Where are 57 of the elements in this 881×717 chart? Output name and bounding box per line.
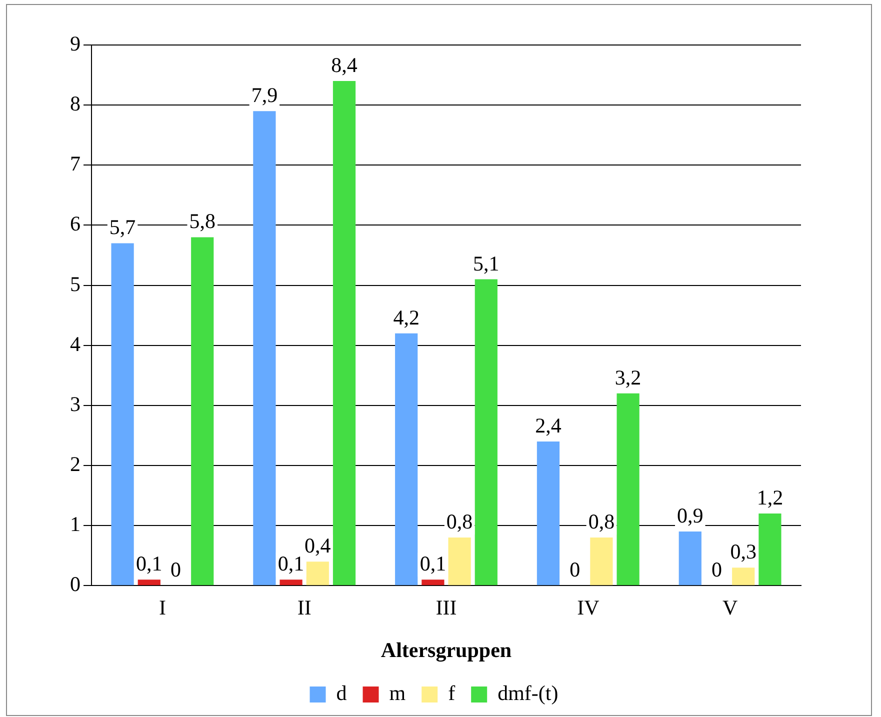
data-label: 7,9 xyxy=(251,83,278,108)
data-label: 2,4 xyxy=(535,413,562,438)
y-tick-label: 0 xyxy=(70,572,80,596)
legend-label: d xyxy=(336,681,348,706)
y-tick-label: 1 xyxy=(70,512,80,536)
bar xyxy=(191,237,214,586)
data-label: 5,1 xyxy=(473,251,500,276)
bar xyxy=(138,580,160,586)
data-label: 0 xyxy=(570,558,580,582)
x-tick-label: III xyxy=(436,596,457,620)
bar xyxy=(536,441,560,586)
data-label: 0,1 xyxy=(278,552,304,576)
legend-label: f xyxy=(448,681,456,706)
bar xyxy=(332,81,356,586)
data-label: 0 xyxy=(170,558,182,582)
data-label: 0,1 xyxy=(420,552,446,576)
x-tick-label: V xyxy=(722,596,738,620)
bar xyxy=(306,562,329,586)
bar xyxy=(448,538,471,586)
x-tick-label: II xyxy=(297,596,312,620)
data-label: 0,1 xyxy=(136,552,162,576)
bar xyxy=(474,279,498,586)
data-label: 0,9 xyxy=(677,504,704,528)
data-label: 0,3 xyxy=(730,540,756,564)
bar xyxy=(422,580,444,586)
x-axis-title: Altersgruppen xyxy=(380,638,512,662)
data-label: 0,4 xyxy=(304,534,332,558)
data-label: 5,8 xyxy=(189,209,216,234)
data-label: 3,2 xyxy=(614,365,642,390)
data-label: 8,4 xyxy=(331,53,358,78)
y-tick-label: 3 xyxy=(70,392,80,416)
y-tick-label: 9 xyxy=(70,32,80,56)
y-tick-label: 8 xyxy=(70,92,80,116)
bar xyxy=(253,111,276,586)
y-tick-label: 2 xyxy=(70,452,80,476)
bar xyxy=(732,568,755,586)
x-tick-label: I xyxy=(158,596,166,620)
y-tick-label: 6 xyxy=(70,212,80,236)
data-label: 4,2 xyxy=(393,305,420,330)
bar xyxy=(616,393,640,586)
bar xyxy=(758,514,782,586)
data-label: 5,7 xyxy=(109,215,136,240)
bar xyxy=(678,532,702,586)
bar xyxy=(111,243,134,586)
data-label: 0,8 xyxy=(446,510,473,534)
data-label: 1,2 xyxy=(756,486,784,510)
bar xyxy=(590,538,613,586)
x-tick-label: IV xyxy=(577,596,600,620)
data-label: 0,8 xyxy=(588,510,615,534)
data-label: 0 xyxy=(711,558,722,582)
bar xyxy=(395,333,418,586)
legend-label: m xyxy=(389,681,406,706)
y-tick-label: 4 xyxy=(70,332,81,356)
y-tick-label: 7 xyxy=(70,152,80,176)
y-tick-label: 5 xyxy=(70,272,80,296)
bar xyxy=(280,580,302,586)
legend-label: dmf-(t) xyxy=(498,681,558,706)
